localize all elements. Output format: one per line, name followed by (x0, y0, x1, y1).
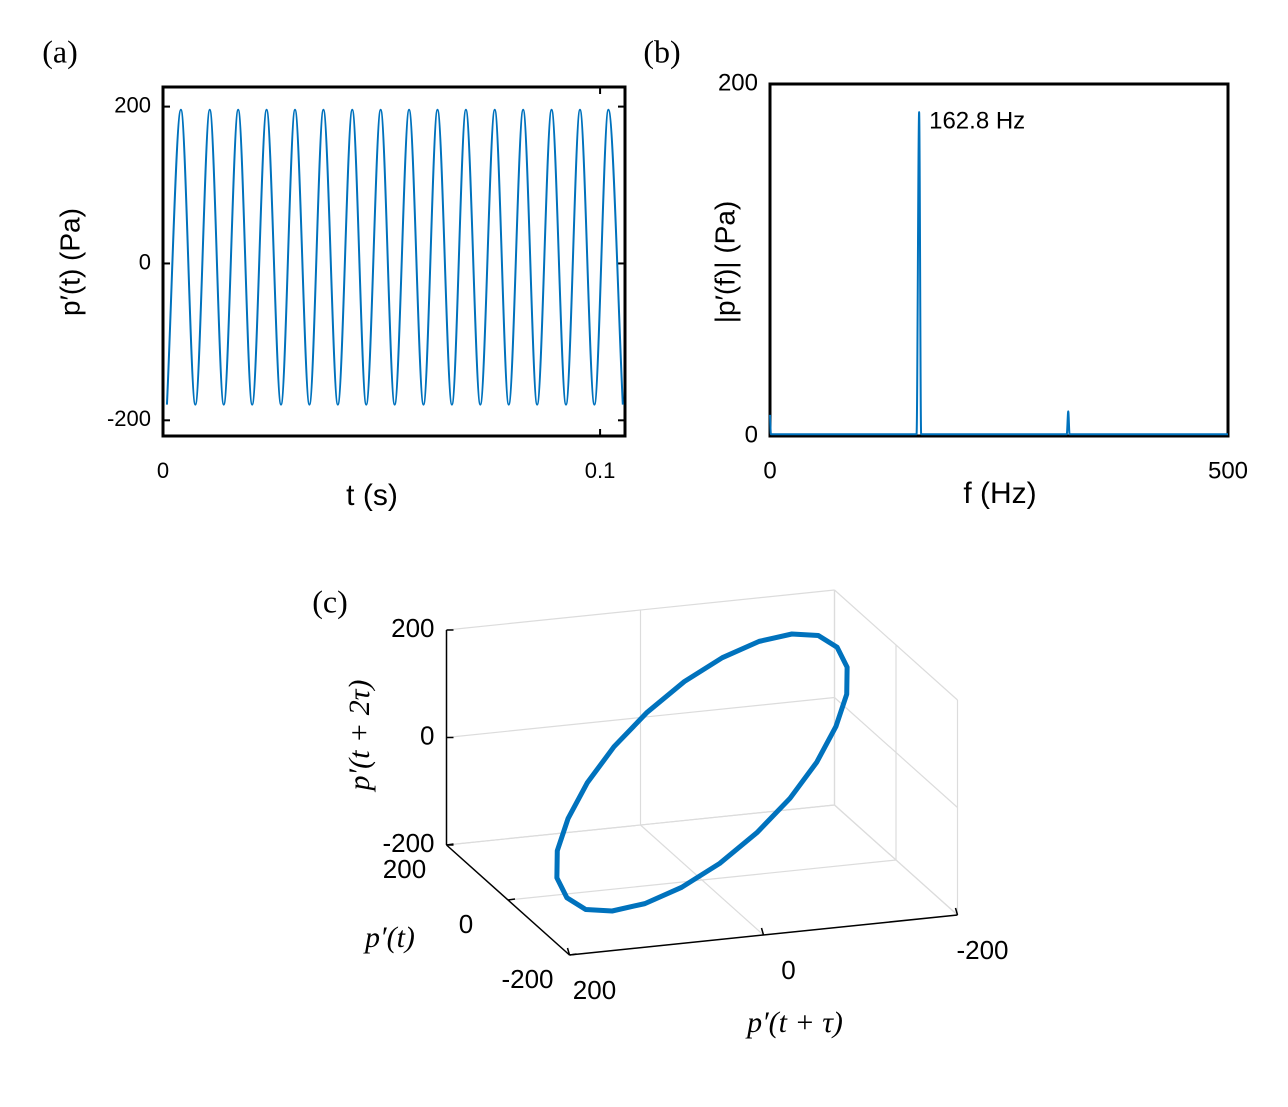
y-tick (569, 953, 577, 956)
x-axis-label: f (Hz) (963, 477, 1036, 510)
x-tick (954, 907, 959, 916)
z-tick-label: 200 (391, 613, 434, 643)
y-tick-label: 0 (745, 421, 758, 448)
grid-line (834, 589, 958, 701)
x-tick-label: 0.1 (585, 458, 616, 483)
plot-frame (768, 82, 1230, 438)
y-tick-label: 0 (139, 249, 151, 274)
x-tick-label: 0 (763, 457, 776, 484)
grid-line (446, 804, 835, 846)
y-tick-label: 200 (718, 69, 758, 96)
y-tick-label: 200 (383, 854, 426, 884)
panel-label: (a) (42, 33, 78, 69)
grid-line (446, 589, 835, 631)
x-axis-label: p′(t + τ) (745, 1006, 843, 1039)
x-axis-label: t (s) (346, 479, 398, 512)
x-tick-label: 0 (781, 955, 795, 985)
x-tick (566, 947, 571, 956)
z-axis-label: p′(t + 2τ) (343, 680, 376, 793)
grid-line (507, 859, 897, 901)
x-tick-label: -200 (956, 935, 1008, 965)
panel-label: (c) (312, 583, 348, 619)
x-tick-label: 500 (1208, 457, 1248, 484)
peak-annotation: 162.8 Hz (929, 108, 1025, 135)
y-tick (446, 843, 454, 846)
plot-frame (161, 85, 627, 438)
y-tick-label: 0 (459, 909, 473, 939)
x-tick (760, 927, 765, 936)
y-tick-label: -200 (107, 406, 151, 431)
x-tick-label: 200 (573, 975, 616, 1005)
grid-line (834, 804, 958, 916)
data-line (165, 108, 624, 406)
y-tick-label: 200 (114, 92, 151, 117)
x-tick-label: 0 (157, 458, 169, 483)
y-tick (507, 898, 516, 901)
grid-line (834, 697, 958, 808)
z-tick-label: -200 (382, 828, 434, 858)
data-line (769, 111, 1228, 436)
y-axis-label: p′(t) (363, 921, 415, 954)
panel-label: (b) (643, 33, 680, 69)
trajectory (554, 631, 850, 914)
y-tick-label: -200 (501, 964, 553, 994)
y-axis-label: p′(t) (Pa) (54, 208, 85, 316)
y-axis-label: |p′(f)| (Pa) (709, 201, 740, 323)
z-tick-label: 0 (420, 720, 434, 750)
